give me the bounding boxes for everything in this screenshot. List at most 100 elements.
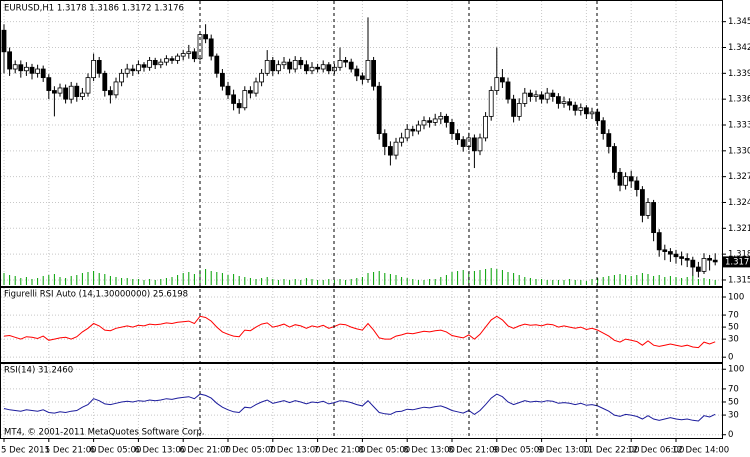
candle-body	[455, 133, 461, 141]
candle-body	[326, 64, 332, 72]
candle-body	[119, 72, 124, 83]
candle-body	[522, 92, 528, 104]
y-tick-label: 1.3155	[728, 275, 750, 285]
candle-body	[662, 249, 668, 252]
candle-body	[57, 87, 63, 94]
candle-body	[668, 251, 673, 255]
candle-body	[673, 253, 679, 258]
candle-body	[309, 66, 315, 72]
x-tick-label: 5 Dec 2011	[1, 446, 50, 456]
candle-body	[1, 29, 7, 53]
candle-body	[52, 90, 57, 94]
y-tick-label: 0	[728, 430, 733, 440]
candle-body	[102, 72, 108, 91]
candle-body	[214, 55, 220, 74]
x-tick-label: 8 Dec 05:00	[358, 446, 410, 456]
candle-body	[449, 122, 455, 134]
y-tick-label: 30	[728, 335, 739, 345]
candle-body	[281, 61, 287, 66]
candle-body	[432, 118, 438, 123]
candle-body	[505, 81, 511, 100]
y-tick-label: 1.3305	[728, 146, 750, 156]
candle-body	[460, 139, 466, 147]
candle-body	[382, 133, 388, 147]
candle-body	[499, 77, 505, 83]
candle-body	[35, 68, 40, 74]
candle-body	[292, 60, 298, 70]
x-tick-label: 8 Dec 13:00	[403, 446, 455, 456]
x-tick-label: 6 Dec 05:00	[90, 446, 142, 456]
candle-body	[108, 90, 113, 96]
y-tick-label: 1.3395	[728, 69, 750, 79]
candle-body	[158, 61, 164, 66]
candle-body	[640, 189, 645, 216]
candle-body	[561, 101, 567, 104]
candle-body	[684, 258, 690, 261]
candle-body	[707, 258, 712, 261]
candle-body	[556, 96, 561, 104]
candle-body	[315, 66, 321, 70]
candle-body	[477, 137, 483, 152]
candle-body	[696, 266, 701, 272]
candle-body	[645, 202, 651, 216]
candle-body	[656, 232, 662, 251]
candle-body	[471, 137, 477, 152]
candle-body	[141, 64, 147, 68]
candle-body	[225, 85, 231, 96]
x-tick-label: 7 Dec 05:00	[224, 446, 276, 456]
candle-body	[600, 120, 606, 134]
y-tick-label: 70	[728, 311, 739, 321]
indicator-panel	[0, 363, 723, 439]
candle-body	[96, 60, 102, 74]
candle-body	[550, 92, 556, 97]
price-label-box	[723, 256, 750, 268]
chart-title: EURUSD,H1 1.3178 1.3186 1.3172 1.3176	[4, 4, 184, 14]
candle-body	[572, 104, 578, 111]
candle-body	[320, 64, 326, 70]
candle-body	[124, 68, 130, 74]
candle-body	[427, 120, 433, 123]
candle-body	[12, 64, 18, 70]
x-tick-label: 9 Dec 05:00	[493, 446, 545, 456]
candle-body	[410, 128, 416, 132]
candle-body	[130, 68, 136, 72]
candle-body	[415, 124, 421, 132]
candle-body	[617, 171, 623, 186]
candle-body	[387, 146, 393, 156]
candle-body	[287, 61, 293, 70]
candle-body	[197, 34, 203, 60]
candle-body	[180, 53, 186, 57]
candle-body	[298, 60, 304, 66]
candle-body	[68, 85, 74, 100]
y-tick-label: 1.3185	[728, 250, 750, 260]
x-tick-label: 5 Dec 21:00	[45, 446, 97, 456]
candle-body	[231, 94, 237, 104]
candle-body	[29, 66, 35, 74]
candle-body	[404, 128, 410, 139]
candle-body	[623, 176, 628, 186]
y-tick-label: 1.3455	[728, 17, 750, 27]
candle-body	[438, 115, 444, 120]
candle-body	[46, 77, 52, 91]
candle-body	[533, 94, 539, 97]
candle-body	[275, 64, 281, 72]
candle-body	[584, 107, 589, 115]
indicator-title: RSI(14) 31.2460	[4, 366, 73, 376]
candle-body	[303, 64, 309, 72]
candle-body	[247, 90, 253, 94]
candle-body	[359, 75, 365, 80]
x-tick-label: 9 Dec 13:00	[538, 446, 590, 456]
candle-body	[393, 141, 399, 156]
candle-body	[365, 60, 371, 80]
x-tick-label: 7 Dec 21:00	[314, 446, 366, 456]
x-tick-label: 6 Dec 21:00	[179, 446, 231, 456]
y-tick-label: 1.3365	[728, 95, 750, 105]
candle-body	[63, 87, 68, 100]
y-tick-label: 1.3425	[728, 43, 750, 53]
candle-body	[85, 77, 91, 94]
y-tick-label: 30	[728, 411, 739, 421]
candle-body	[483, 115, 489, 139]
candle-body	[23, 66, 29, 72]
candle-body	[203, 34, 209, 40]
